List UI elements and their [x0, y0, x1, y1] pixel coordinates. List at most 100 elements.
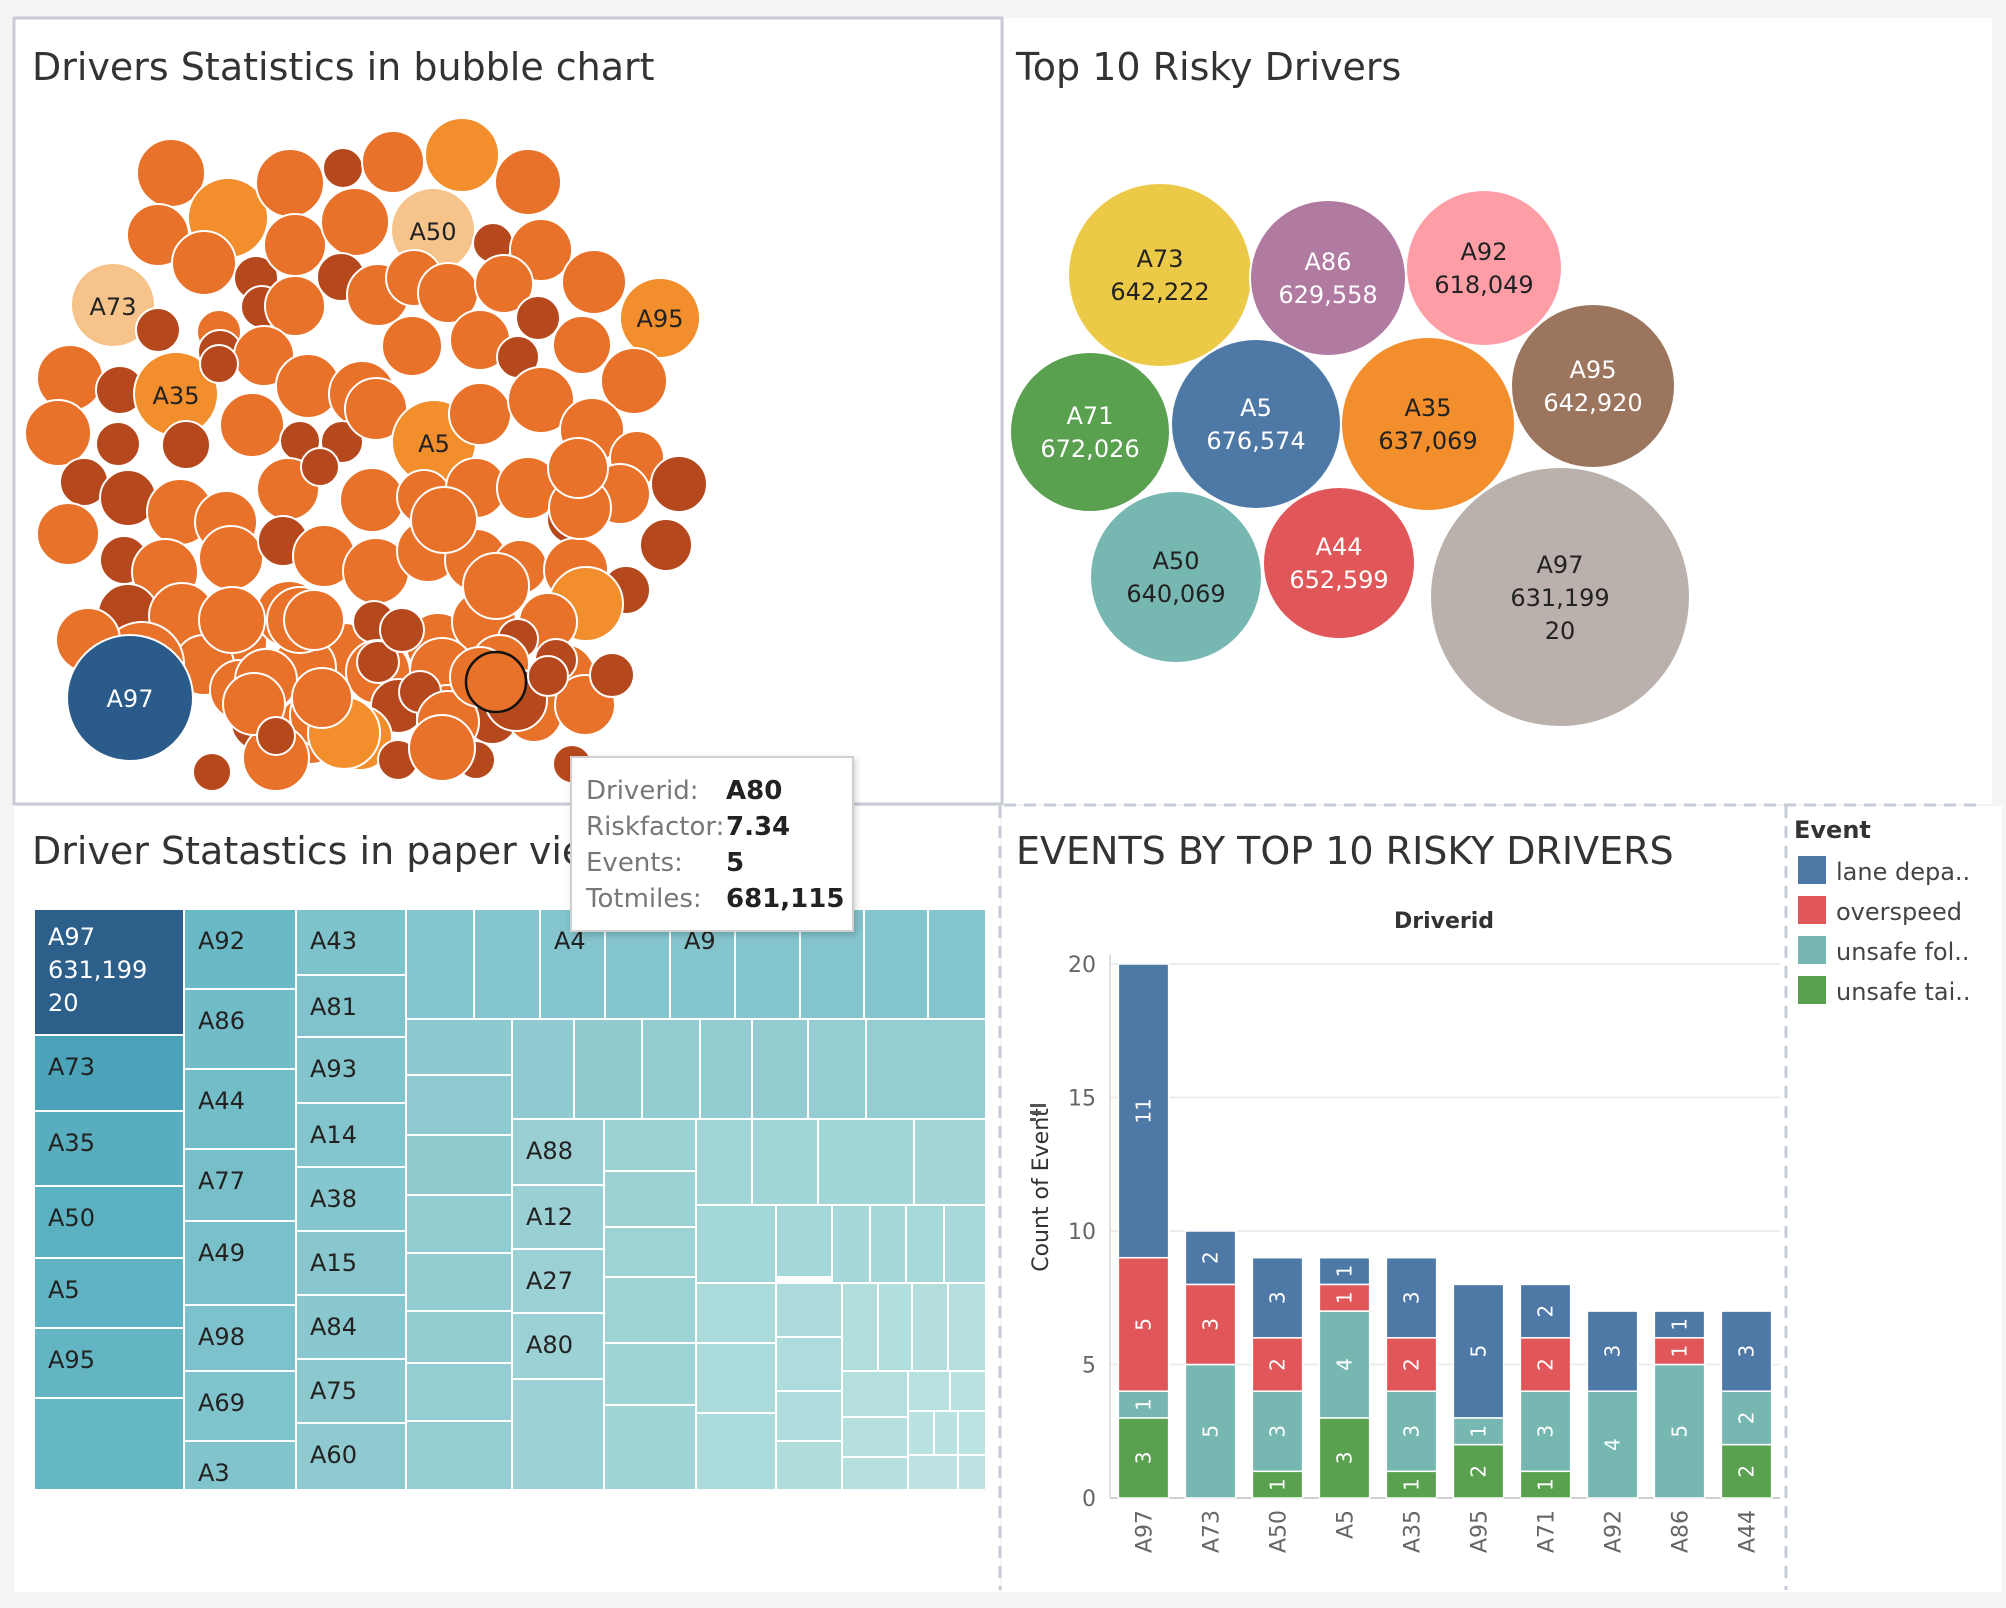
treemap-cell[interactable] [603, 1118, 697, 1172]
top10-bubble-chart[interactable]: A73 642,222 A86 629,558 A92 618,049 A95 642,920… [1009, 182, 1691, 728]
treemap-cell[interactable] [183, 1304, 297, 1372]
treemap-cell[interactable] [603, 1226, 697, 1278]
treemap-cell[interactable] [807, 1018, 867, 1120]
driver-bubble[interactable] [356, 640, 400, 684]
driver-bubble[interactable] [600, 347, 668, 415]
driver-bubble[interactable] [219, 392, 285, 458]
driver-bubble[interactable] [263, 213, 327, 277]
treemap-cell[interactable] [841, 1282, 879, 1372]
treemap-cell[interactable] [405, 1310, 513, 1364]
treemap-cell[interactable] [405, 1420, 513, 1491]
bar-segment[interactable] [1519, 1283, 1572, 1339]
treemap-cell[interactable] [863, 908, 929, 1020]
treemap-cell[interactable] [183, 988, 297, 1070]
bar-segment[interactable] [1385, 1470, 1438, 1499]
bar-segment[interactable] [1519, 1390, 1572, 1473]
driver-bubble[interactable] [424, 117, 500, 193]
treemap-cell[interactable] [695, 1412, 777, 1491]
risky-driver-bubble[interactable] [1510, 303, 1676, 469]
driver-bubble[interactable] [507, 366, 575, 434]
bar-segment[interactable] [1452, 1283, 1505, 1419]
treemap-cell[interactable] [405, 1252, 513, 1312]
bar-segment[interactable] [1318, 1256, 1371, 1286]
driver-bubble[interactable] [171, 230, 237, 296]
driver-bubble[interactable] [70, 262, 156, 348]
driver-bubble[interactable] [264, 275, 326, 337]
treemap-cell[interactable] [603, 1342, 697, 1406]
treemap-cell[interactable] [751, 1118, 819, 1206]
risky-driver-bubble[interactable] [1089, 490, 1263, 664]
bar-segment[interactable] [1117, 963, 1170, 1259]
treemap-cell[interactable] [295, 974, 407, 1038]
treemap-cell[interactable] [775, 1282, 843, 1338]
treemap-cell[interactable] [865, 1018, 987, 1120]
treemap-cell[interactable] [511, 1248, 605, 1314]
treemap-cell[interactable] [295, 1166, 407, 1232]
treemap-cell[interactable] [911, 1282, 949, 1372]
risky-driver-bubble[interactable] [1405, 189, 1563, 347]
treemap-cell[interactable] [511, 1018, 575, 1120]
driver-bubble[interactable] [552, 315, 612, 375]
treemap-cell[interactable] [943, 1204, 987, 1284]
treemap-cell[interactable] [405, 1074, 513, 1136]
bar-segment[interactable] [1318, 1310, 1371, 1419]
bar-segment[interactable] [1586, 1390, 1639, 1499]
driver-bubble[interactable] [561, 249, 627, 315]
driver-bubble[interactable] [527, 655, 569, 697]
treemap-cell[interactable] [405, 1018, 513, 1076]
driver-bubble[interactable] [322, 147, 364, 189]
bubble-chart[interactable]: A50 A73 A95 A35 A5 A97 [24, 117, 708, 792]
bar-segment[interactable] [1653, 1363, 1706, 1499]
driver-bubble-highlight[interactable] [66, 634, 194, 762]
bar-segment[interactable] [1251, 1390, 1304, 1473]
risky-driver-bubble[interactable] [1067, 182, 1253, 368]
treemap-cell[interactable] [817, 1118, 915, 1206]
driver-bubble[interactable] [410, 486, 478, 554]
bar-segment[interactable] [1586, 1310, 1639, 1392]
treemap-cell[interactable] [775, 1336, 843, 1392]
driver-bubble[interactable] [95, 421, 141, 467]
treemap-cell[interactable] [947, 1282, 987, 1372]
driver-bubble[interactable] [300, 447, 340, 487]
treemap-cell[interactable] [295, 1036, 407, 1104]
bar-segment[interactable] [1117, 1256, 1170, 1392]
treemap-cell[interactable] [695, 1282, 777, 1344]
treemap-cell[interactable] [927, 908, 987, 1020]
treemap-cell[interactable] [775, 1204, 833, 1278]
treemap-cell[interactable] [183, 1220, 297, 1306]
driver-bubble[interactable] [381, 315, 443, 377]
driver-bubble[interactable] [494, 148, 562, 216]
treemap-cell[interactable] [573, 1018, 643, 1120]
treemap-cell[interactable] [907, 1454, 959, 1491]
driver-bubble[interactable] [36, 502, 100, 566]
treemap-cell[interactable] [33, 1397, 185, 1491]
treemap-cell[interactable] [905, 1204, 945, 1284]
risky-driver-bubble[interactable] [1340, 336, 1516, 512]
driver-bubble[interactable] [24, 399, 92, 467]
treemap-cell[interactable] [405, 1194, 513, 1254]
driver-bubble[interactable] [379, 607, 425, 653]
driver-bubble[interactable] [199, 344, 239, 384]
risky-driver-bubble[interactable] [1170, 338, 1342, 510]
treemap-cell[interactable] [775, 1390, 843, 1442]
driver-bubble[interactable] [515, 295, 561, 341]
treemap-cell[interactable] [957, 1410, 987, 1456]
bar-segment[interactable] [1653, 1337, 1706, 1366]
treemap-cell[interactable] [33, 1034, 185, 1112]
treemap-cell[interactable] [877, 1282, 913, 1372]
bar-segment[interactable] [1385, 1390, 1438, 1473]
driver-bubble[interactable] [161, 420, 211, 470]
bar-segment[interactable] [1385, 1337, 1438, 1392]
bar-segment[interactable] [1251, 1337, 1304, 1392]
treemap-cell[interactable] [603, 1404, 697, 1491]
treemap-cell[interactable] [295, 1358, 407, 1424]
treemap-cell[interactable] [775, 1440, 843, 1491]
driver-bubble[interactable] [320, 187, 390, 257]
treemap-cell[interactable] [695, 1118, 753, 1206]
driver-bubble[interactable] [256, 716, 296, 756]
driver-bubble[interactable] [547, 437, 609, 499]
driver-bubble[interactable] [291, 667, 353, 729]
driver-bubble[interactable] [192, 752, 232, 792]
treemap-cell[interactable] [473, 908, 541, 1020]
treemap-cell[interactable] [695, 1342, 777, 1414]
